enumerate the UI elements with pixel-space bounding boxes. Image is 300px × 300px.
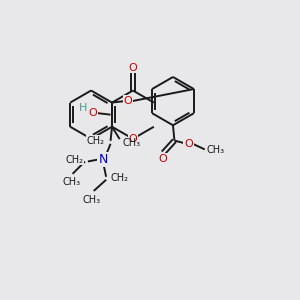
Text: O: O	[129, 134, 137, 144]
Text: N: N	[98, 153, 108, 166]
Text: CH₂: CH₂	[86, 136, 104, 146]
Text: CH₃: CH₃	[123, 138, 141, 148]
Text: O: O	[184, 139, 193, 148]
Text: CH₂: CH₂	[110, 173, 128, 183]
Text: O: O	[129, 63, 137, 73]
Text: CH₃: CH₃	[82, 195, 100, 205]
Text: H: H	[79, 103, 87, 113]
Text: O: O	[124, 96, 133, 106]
Text: CH₃: CH₃	[207, 145, 225, 155]
Text: O: O	[158, 154, 167, 164]
Text: CH₃: CH₃	[62, 177, 80, 188]
Text: CH₂: CH₂	[65, 155, 83, 165]
Text: O: O	[88, 108, 97, 118]
